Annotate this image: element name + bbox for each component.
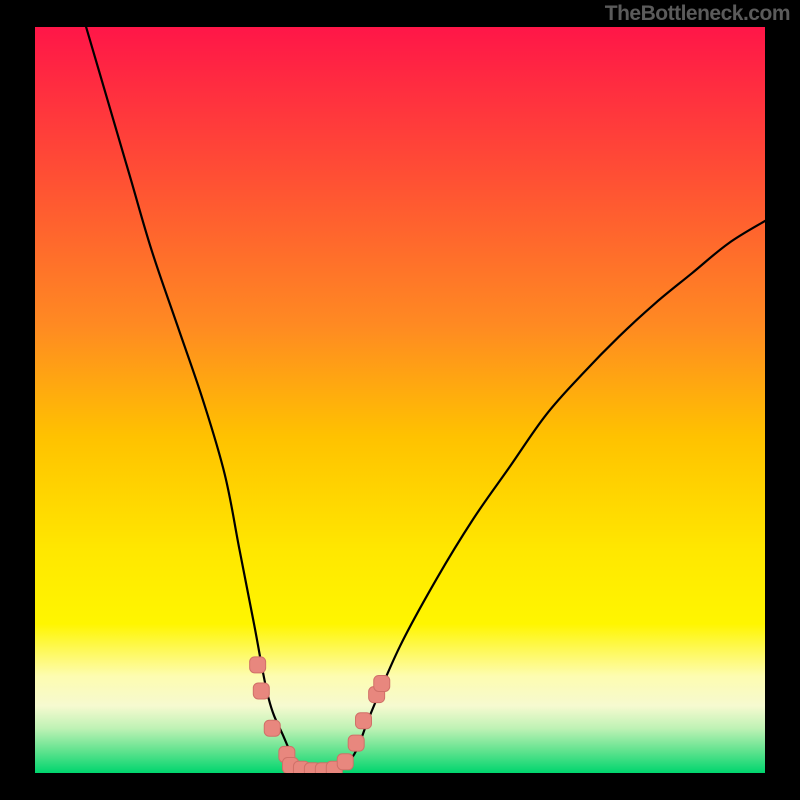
watermark-text: TheBottleneck.com bbox=[605, 2, 790, 26]
plot-area bbox=[35, 27, 765, 773]
gradient-background bbox=[35, 27, 765, 773]
data-marker bbox=[374, 675, 390, 691]
data-marker bbox=[356, 713, 372, 729]
chart-container: TheBottleneck.com bbox=[0, 0, 800, 800]
data-marker bbox=[264, 720, 280, 736]
data-marker bbox=[250, 657, 266, 673]
data-marker bbox=[348, 735, 364, 751]
data-marker bbox=[253, 683, 269, 699]
data-marker bbox=[337, 754, 353, 770]
plot-svg bbox=[35, 27, 765, 773]
